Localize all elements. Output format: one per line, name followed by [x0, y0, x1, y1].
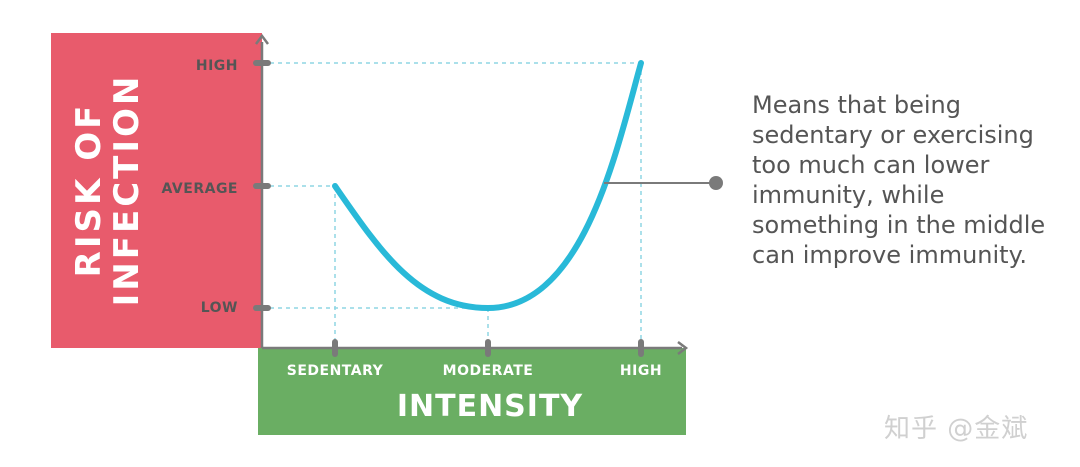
- y-axis-title-line2: INFECTION: [107, 74, 147, 307]
- y-tick-label-average: AVERAGE: [162, 181, 238, 197]
- watermark: 知乎 @金斌: [884, 414, 1029, 444]
- x-tick-label-high: HIGH: [620, 363, 662, 379]
- y-axis-title: RISK OF INFECTION: [69, 74, 147, 307]
- y-tick-label-high: HIGH: [196, 58, 238, 74]
- x-axis-panel: [258, 348, 686, 435]
- x-axis-title: INTENSITY: [397, 389, 584, 424]
- y-axis-title-line1: RISK OF: [69, 103, 109, 278]
- x-tick-label-sedentary: SEDENTARY: [287, 363, 384, 379]
- y-axis-arrow: [255, 33, 269, 45]
- y-axis-panel: [51, 33, 262, 348]
- y-tick-label-low: LOW: [201, 300, 238, 316]
- x-axis-arrow: [677, 341, 689, 355]
- risk-curve: [332, 60, 644, 312]
- x-tick-label-moderate: MODERATE: [443, 363, 534, 379]
- annotation-dot: [709, 176, 723, 190]
- annotation-text: Means that being sedentary or exercising…: [752, 91, 1046, 269]
- axis-ticks: [253, 60, 644, 357]
- guide-lines: [262, 62, 642, 348]
